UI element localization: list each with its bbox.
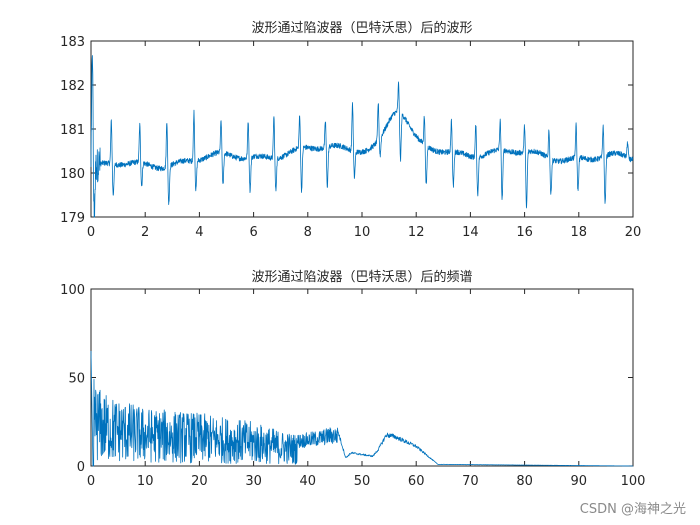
x-tick-label: 16 [516, 225, 533, 240]
x-tick-label: 0 [87, 225, 95, 240]
waveform-axes: 波形通过陷波器（巴特沃思）后的波形 0 2 4 6 8 10 12 14 16 18 20 179 18… [60, 20, 641, 240]
x-tick-label: 2 [141, 225, 149, 240]
x-tick-label: 50 [354, 474, 371, 489]
y-tick-label: 183 [60, 35, 85, 50]
x-tick-label: 60 [408, 474, 425, 489]
spectrum-title: 波形通过陷波器（巴特沃思）后的频谱 [251, 269, 472, 285]
y-tick-label: 181 [60, 123, 85, 138]
x-tick-label: 30 [245, 474, 262, 489]
waveform-plot-area [90, 40, 634, 218]
x-tick-label: 12 [408, 225, 425, 240]
x-tick-label: 6 [249, 225, 257, 240]
x-tick-label: 10 [354, 225, 371, 240]
x-tick-label: 100 [621, 474, 646, 489]
spectrum-line [90, 350, 634, 467]
x-tick-label: 18 [571, 225, 588, 240]
x-tick-label: 80 [516, 474, 533, 489]
y-tick-label: 100 [60, 283, 85, 298]
spectrum-series [90, 350, 634, 467]
y-tick-label: 180 [60, 167, 85, 182]
spectrum-ticks: 0 10 20 30 40 50 60 70 80 90 100 0 50 100 [60, 283, 645, 489]
x-tick-label: 8 [304, 225, 312, 240]
y-tick-label: 179 [60, 211, 85, 226]
x-tick-label: 10 [137, 474, 154, 489]
y-tick-label: 50 [68, 372, 85, 387]
x-tick-label: 20 [625, 225, 642, 240]
x-tick-label: 0 [87, 474, 95, 489]
x-tick-label: 20 [191, 474, 208, 489]
x-tick-label: 40 [300, 474, 317, 489]
x-tick-label: 70 [462, 474, 479, 489]
watermark-text: CSDN @海神之光 [579, 502, 686, 517]
y-tick-label: 0 [77, 460, 85, 475]
x-tick-label: 4 [195, 225, 203, 240]
waveform-ticks: 0 2 4 6 8 10 12 14 16 18 20 179 180 181 182 183 [60, 35, 641, 240]
y-tick-label: 182 [60, 79, 85, 94]
x-tick-label: 90 [571, 474, 588, 489]
x-tick-label: 14 [462, 225, 479, 240]
waveform-series [90, 55, 634, 218]
waveform-line [90, 55, 634, 218]
spectrum-axes: 波形通过陷波器（巴特沃思）后的频谱 0 10 20 30 40 50 60 70 80 90 100… [60, 269, 645, 489]
waveform-title: 波形通过陷波器（巴特沃思）后的波形 [251, 20, 472, 36]
